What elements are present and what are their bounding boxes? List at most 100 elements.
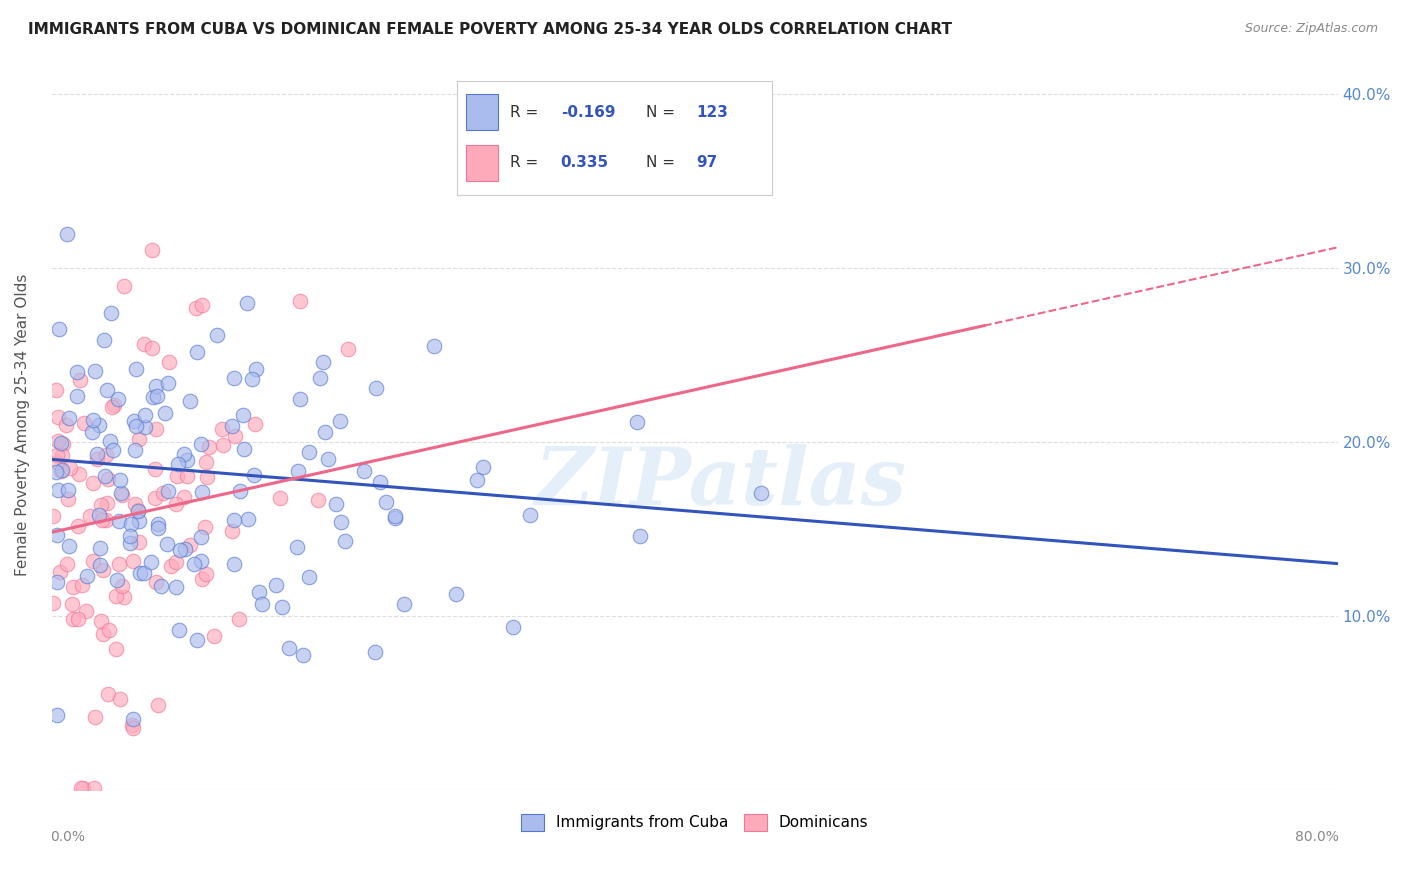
Point xyxy=(124,443,146,458)
Point xyxy=(96,448,118,462)
Point xyxy=(128,566,150,580)
Point xyxy=(58,539,80,553)
Point xyxy=(186,632,208,647)
Point xyxy=(90,614,112,628)
Point xyxy=(56,483,79,497)
Point xyxy=(146,389,169,403)
Point xyxy=(66,389,89,403)
Point xyxy=(69,373,91,387)
Point xyxy=(143,491,166,505)
Point xyxy=(157,376,180,391)
Point xyxy=(82,554,104,568)
Point xyxy=(46,410,69,425)
Point xyxy=(465,474,488,488)
Point xyxy=(149,578,172,592)
Point xyxy=(143,461,166,475)
Point xyxy=(264,577,287,591)
Point xyxy=(193,519,215,533)
Point xyxy=(45,383,67,397)
Text: 80.0%: 80.0% xyxy=(1295,830,1339,844)
Point xyxy=(222,371,245,385)
Point xyxy=(97,472,120,486)
Point xyxy=(179,394,201,409)
Point xyxy=(59,461,82,475)
Point xyxy=(291,648,314,663)
Point xyxy=(156,484,179,499)
Point xyxy=(128,432,150,446)
Point xyxy=(89,558,111,573)
Point xyxy=(145,379,167,393)
Point xyxy=(329,414,352,428)
Point xyxy=(628,529,651,543)
Point xyxy=(112,278,135,293)
Point xyxy=(122,722,145,736)
Point xyxy=(134,420,156,434)
Point xyxy=(240,372,263,386)
Point xyxy=(202,629,225,643)
Point xyxy=(335,534,357,549)
Point xyxy=(93,334,115,348)
Point xyxy=(330,515,353,529)
Point xyxy=(146,698,169,713)
Point xyxy=(366,381,388,395)
Point xyxy=(125,362,148,376)
Point xyxy=(224,557,246,571)
Point xyxy=(110,486,132,500)
Point xyxy=(288,392,311,406)
Point xyxy=(46,434,69,449)
Point xyxy=(392,597,415,611)
Text: ZIPatlas: ZIPatlas xyxy=(534,444,907,522)
Point xyxy=(153,406,176,420)
Point xyxy=(124,414,146,428)
Point xyxy=(190,485,212,500)
Point xyxy=(67,611,90,625)
Point xyxy=(82,413,104,427)
Point xyxy=(48,322,70,336)
Point xyxy=(124,498,146,512)
Point xyxy=(134,409,156,423)
Point xyxy=(103,442,125,457)
Point xyxy=(112,590,135,604)
Point xyxy=(242,468,264,483)
Point xyxy=(127,504,149,518)
Point xyxy=(70,577,93,591)
Point xyxy=(165,580,187,594)
Point xyxy=(103,398,125,412)
Point xyxy=(221,419,243,434)
Point xyxy=(60,598,83,612)
Point xyxy=(384,508,406,523)
Point xyxy=(384,511,406,525)
Point xyxy=(363,645,385,659)
Point xyxy=(190,530,212,544)
Point xyxy=(191,297,214,311)
Point xyxy=(46,708,69,723)
Point xyxy=(51,463,73,477)
Point xyxy=(195,469,218,483)
Point xyxy=(42,509,65,524)
Point xyxy=(502,620,524,634)
Point xyxy=(89,541,111,556)
Point xyxy=(288,293,311,308)
Point xyxy=(190,436,212,450)
Point xyxy=(169,543,191,558)
Point xyxy=(55,418,77,433)
Point xyxy=(221,524,243,539)
Point xyxy=(58,491,80,506)
Point xyxy=(55,227,77,241)
Point xyxy=(198,440,221,454)
Point xyxy=(96,496,118,510)
Point xyxy=(86,447,108,461)
Point xyxy=(108,692,131,706)
Point xyxy=(146,521,169,535)
Point xyxy=(224,513,246,527)
Point xyxy=(49,464,72,478)
Point xyxy=(179,538,201,552)
Point xyxy=(82,425,104,439)
Point xyxy=(127,503,149,517)
Point xyxy=(176,452,198,467)
Point xyxy=(105,641,128,656)
Point xyxy=(232,409,254,423)
Point xyxy=(76,569,98,583)
Point xyxy=(84,363,107,377)
Point xyxy=(353,464,375,478)
